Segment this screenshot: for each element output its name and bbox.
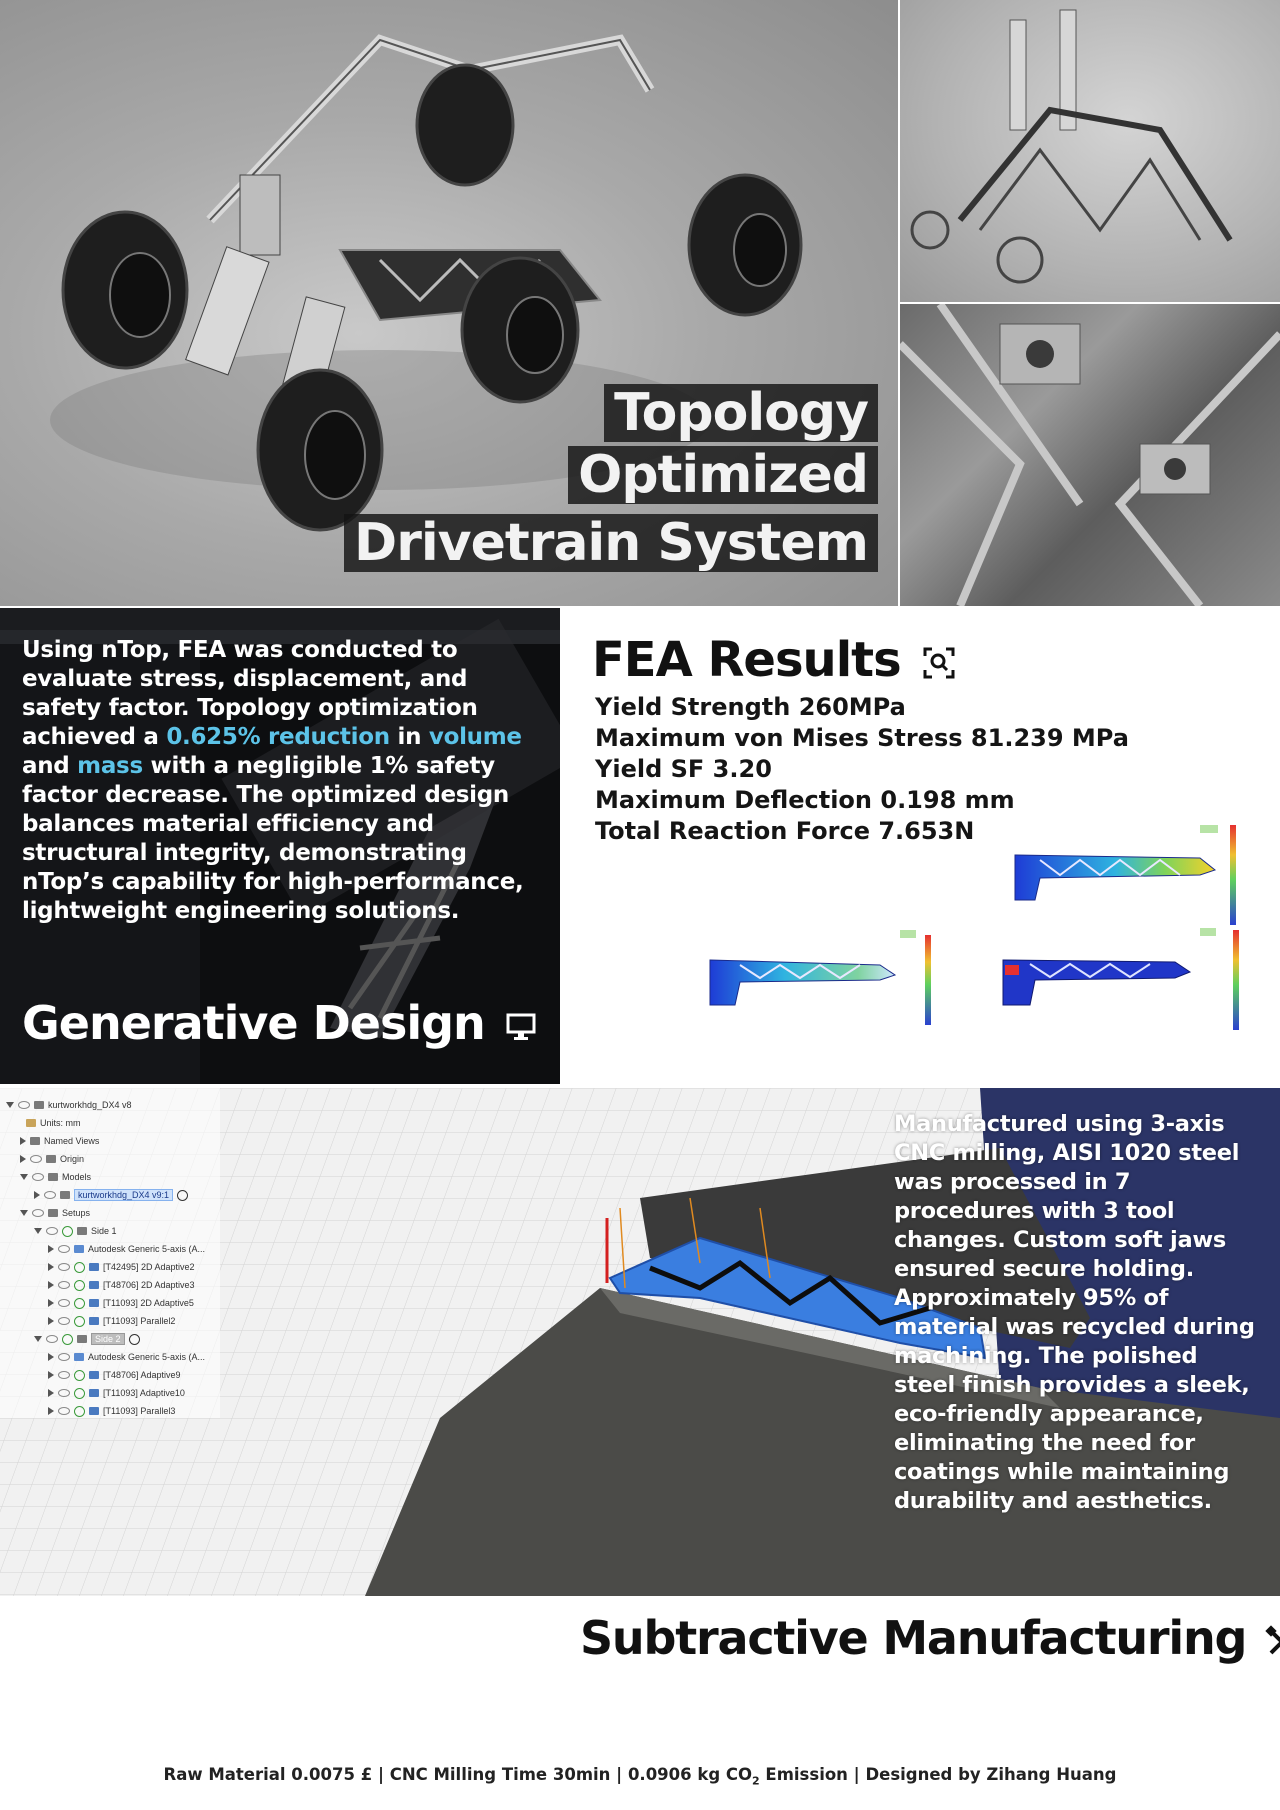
tree-row-op-adaptive3[interactable]: [T48706] 2D Adaptive3 [48,1278,195,1292]
fea-plot-displacement [709,930,931,1025]
fea-result-item: Total Reaction Force 7.653N [595,817,975,845]
highlight-reduction: 0.625% reduction [166,724,390,750]
tree-row-units[interactable]: Units: mm [26,1116,81,1130]
highlight-mass: mass [77,753,143,779]
fea-results-list: Yield Strength 260MPa Maximum von Mises … [595,692,1129,847]
lattice-closeup-image [900,304,1280,606]
tree-row-machine-2[interactable]: Autodesk Generic 5-axis (A... [48,1350,205,1364]
magnifier-icon [923,647,955,679]
generative-design-heading: Generative Design [22,996,536,1050]
monitor-icon [506,1013,536,1040]
tree-row-op-parallel2[interactable]: [T11093] Parallel2 [48,1314,175,1328]
hero-render-image: Topology Optimized Drivetrain System [0,0,898,606]
tree-row-document[interactable]: kurtworkhdg_DX4 v8 [6,1098,132,1112]
tree-row-op-adaptive10[interactable]: [T11093] Adaptive10 [48,1386,185,1400]
tools-icon [1265,1624,1280,1654]
fea-result-item: Maximum von Mises Stress 81.239 MPa [595,724,1129,752]
tree-row-setups[interactable]: Setups [20,1206,90,1220]
fea-plot-safety-factor [1002,928,1239,1030]
fea-title: FEA Results [592,632,902,688]
tree-row-op-parallel3[interactable]: [T11093] Parallel3 [48,1404,175,1418]
generative-description: Using nTop, FEA was conducted to evaluat… [22,637,524,924]
fea-plot-stress [1014,825,1236,925]
tree-row-named-views[interactable]: Named Views [20,1134,99,1148]
cam-screenshot-panel [0,1088,1280,1596]
tree-row-models[interactable]: Models [20,1170,91,1184]
manufacturing-description: Manufactured using 3-axis CNC milling, A… [894,1111,1255,1514]
tree-row-machine-1[interactable]: Autodesk Generic 5-axis (A... [48,1242,205,1256]
tree-row-side-1[interactable]: Side 1 [34,1224,117,1238]
generative-design-title: Generative Design [22,996,486,1050]
cam-viewport [0,1088,1280,1596]
footer-summary: Raw Material 0.0075 £ | CNC Milling Time… [163,1765,1117,1788]
hero-title-line-2: Optimized [568,446,878,504]
fea-heading: FEA Results [592,632,956,688]
tree-row-op-adaptive2[interactable]: [T42495] 2D Adaptive2 [48,1260,195,1274]
hero-title-line-1: Topology [604,384,878,442]
highlight-volume: volume [428,724,522,750]
subtractive-manufacturing-heading: Subtractive Manufacturing [580,1611,1280,1665]
fea-result-item: Yield Strength 260MPa [595,693,906,721]
tree-row-op-adaptive9[interactable]: [T48706] Adaptive9 [48,1368,181,1382]
subtractive-manufacturing-title: Subtractive Manufacturing [580,1611,1247,1665]
tree-row-model-instance[interactable]: kurtworkhdg_DX4 v9:1 [34,1188,189,1202]
fea-result-item: Maximum Deflection 0.198 mm [595,786,1015,814]
tree-row-op-adaptive5[interactable]: [T11093] 2D Adaptive5 [48,1296,194,1310]
tree-row-origin[interactable]: Origin [20,1152,84,1166]
ntop-background [0,608,560,1084]
suspension-closeup-image [900,0,1280,302]
rover-render [50,34,803,532]
fea-result-item: Yield SF 3.20 [595,755,772,783]
cam-browser-tree: kurtworkhdg_DX4 v8 Units: mm Named Views… [0,1096,230,1426]
hero-title-line-3: Drivetrain System [344,514,878,572]
tree-row-side-2[interactable]: Side 2 [34,1332,140,1346]
ntop-screenshot-panel [0,608,560,1084]
